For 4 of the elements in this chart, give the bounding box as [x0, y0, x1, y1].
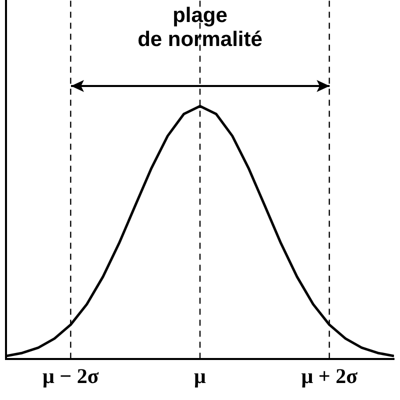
- x-tick-label: μ + 2σ: [301, 364, 358, 388]
- x-tick-label: μ: [194, 364, 206, 388]
- text: plage de normalité: [138, 4, 262, 51]
- x-tick-label: μ − 2σ: [42, 364, 100, 388]
